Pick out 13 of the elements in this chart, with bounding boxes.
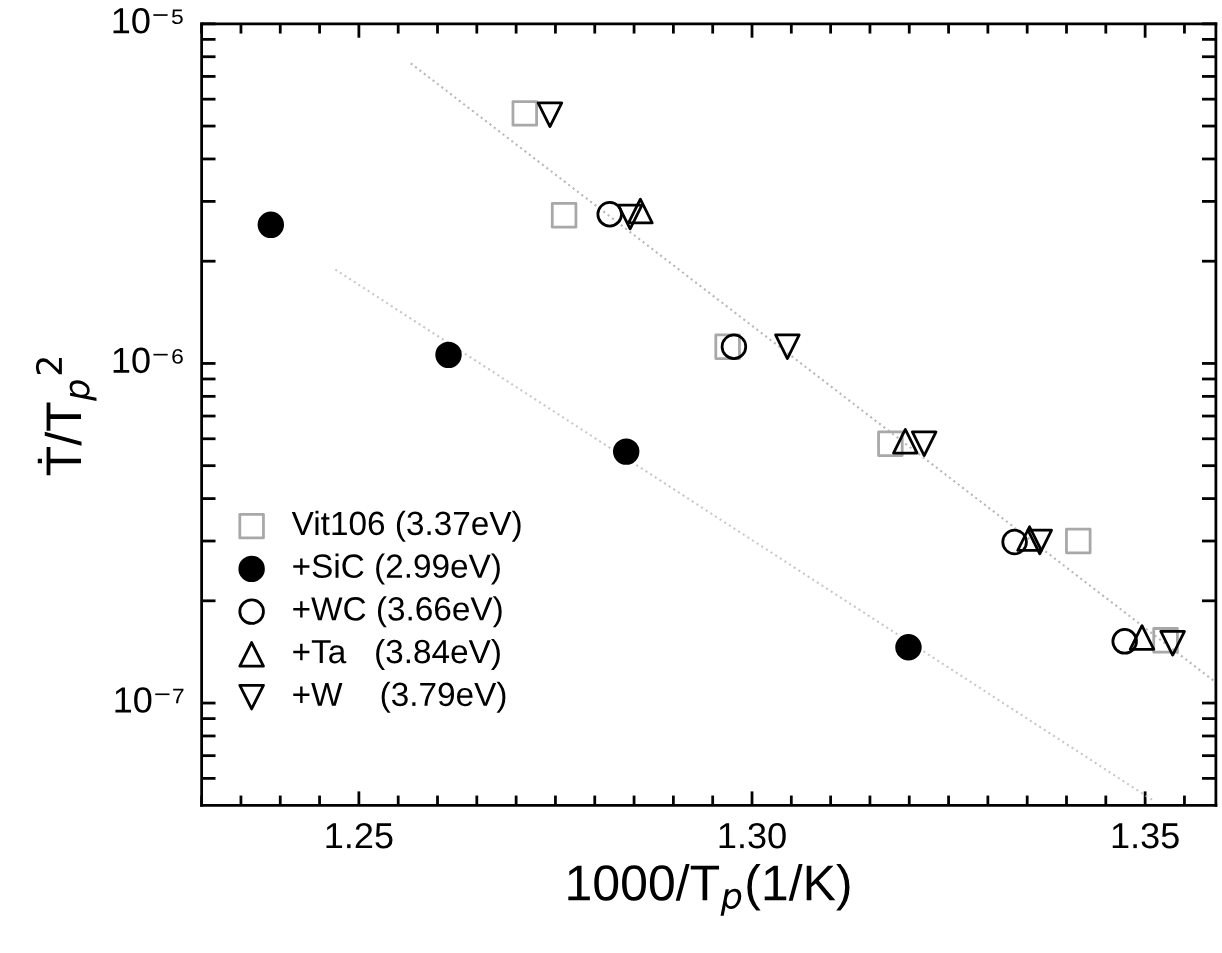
x-tick-label: 1.35 [1112,822,1179,849]
x-tick-label: 1.25 [326,822,393,849]
x-tick-label: 1.30 [719,822,786,849]
y-tick-label: 10⁻⁵ [113,7,183,34]
x-axis-title: 1000/T$_{p}$(1/K) [568,863,850,916]
y-axis-title: Ṫ/T$_{p}$$^{2}$ [35,358,97,476]
y-tick-label: 10⁻⁷ [115,687,184,713]
legend-label: +W (3.79eV) [293,681,506,713]
legend-label: +Ta (3.84eV) [293,638,500,671]
legend-label: +WC (3.66eV) [293,596,502,628]
legend-label: Vit106 (3.37eV) [291,510,521,542]
legend-label: +SiC (2.99eV) [293,553,500,585]
y-tick-label: 10⁻⁶ [113,347,183,374]
